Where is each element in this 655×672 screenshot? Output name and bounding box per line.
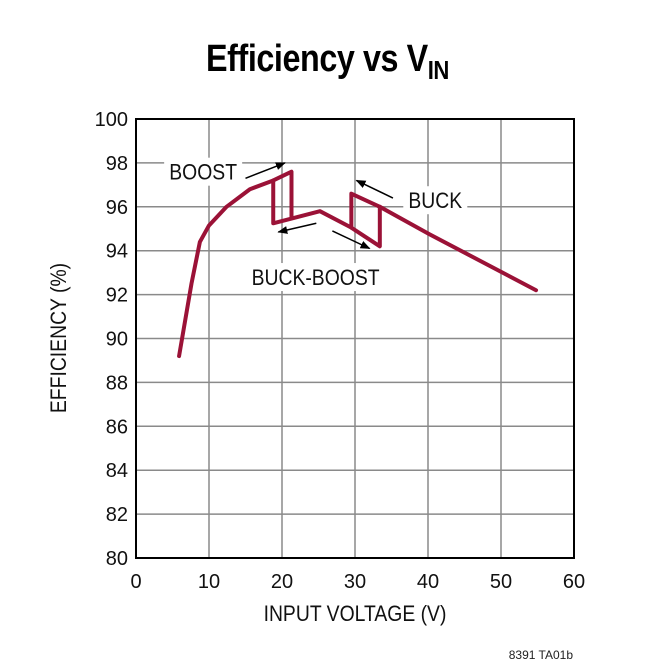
annotation-background (164, 157, 243, 186)
y-tick-label: 82 (106, 504, 128, 526)
x-tick-label: 0 (130, 571, 141, 593)
annotation-arrow (355, 179, 394, 199)
y-tick-label: 88 (106, 372, 128, 394)
chart-title: Efficiency vs VIN (206, 38, 449, 85)
x-tick-label: 10 (198, 571, 220, 593)
annotation-label: BOOST (169, 161, 237, 185)
y-tick-label: 90 (106, 329, 128, 351)
figure-id: 8391 TA01b (508, 648, 573, 662)
annotation-arrow (332, 230, 371, 250)
y-tick-label: 98 (106, 153, 128, 175)
y-tick-label: 86 (106, 416, 128, 438)
x-tick-label: 20 (271, 571, 293, 593)
y-tick-label: 96 (106, 197, 128, 219)
annotation-arrow (245, 162, 286, 179)
efficiency-curve-segment (349, 204, 382, 249)
annotation-background (241, 263, 390, 292)
y-tick-label: 92 (106, 285, 128, 307)
annotation-label: BUCK (408, 189, 462, 213)
x-tick-label: 40 (417, 571, 439, 593)
annotation-background (403, 186, 468, 215)
y-tick-label: 94 (106, 241, 128, 263)
x-tick-label: 60 (563, 571, 585, 593)
x-tick-label: 30 (344, 571, 366, 593)
y-tick-label: 80 (106, 548, 128, 570)
x-tick-label: 50 (490, 571, 512, 593)
annotation-arrow (277, 222, 317, 234)
plot-frame (135, 118, 575, 559)
x-axis-label: INPUT VOLTAGE (V) (264, 602, 447, 626)
efficiency-curve-segment (177, 169, 294, 359)
annotation-label: BUCK-BOOST (252, 266, 380, 290)
efficiency-curve-segment (271, 178, 539, 293)
y-tick-label: 100 (95, 109, 128, 131)
y-tick-label: 84 (106, 460, 128, 482)
y-axis-label: EFFICIENCY (%) (47, 263, 71, 413)
